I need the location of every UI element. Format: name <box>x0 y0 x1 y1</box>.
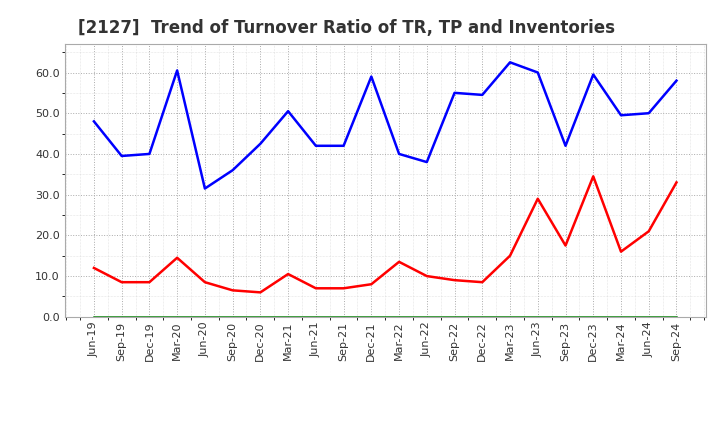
Trade Payables <box>672 78 681 83</box>
Trade Receivables <box>616 249 625 254</box>
Trade Receivables <box>173 255 181 260</box>
Trade Receivables <box>644 229 653 234</box>
Trade Receivables <box>395 259 403 264</box>
Trade Payables <box>201 186 210 191</box>
Inventories <box>312 314 320 319</box>
Inventories <box>505 314 514 319</box>
Trade Receivables <box>561 243 570 248</box>
Inventories <box>339 314 348 319</box>
Trade Payables <box>173 68 181 73</box>
Inventories <box>89 314 98 319</box>
Legend: Trade Receivables, Trade Payables, Inventories: Trade Receivables, Trade Payables, Inven… <box>155 438 616 440</box>
Trade Payables <box>534 70 542 75</box>
Trade Receivables <box>423 273 431 279</box>
Trade Receivables <box>256 290 265 295</box>
Trade Payables <box>423 159 431 165</box>
Trade Payables <box>145 151 154 157</box>
Inventories <box>561 314 570 319</box>
Trade Payables <box>505 60 514 65</box>
Trade Receivables <box>505 253 514 258</box>
Trade Receivables <box>228 288 237 293</box>
Trade Payables <box>117 153 126 158</box>
Inventories <box>145 314 154 319</box>
Trade Payables <box>450 90 459 95</box>
Trade Payables <box>616 113 625 118</box>
Inventories <box>367 314 376 319</box>
Trade Payables <box>561 143 570 148</box>
Trade Receivables <box>534 196 542 202</box>
Inventories <box>616 314 625 319</box>
Trade Receivables <box>339 286 348 291</box>
Inventories <box>478 314 487 319</box>
Inventories <box>423 314 431 319</box>
Trade Receivables <box>312 286 320 291</box>
Trade Receivables <box>589 174 598 179</box>
Trade Payables <box>478 92 487 98</box>
Trade Payables <box>89 119 98 124</box>
Inventories <box>672 314 681 319</box>
Trade Receivables <box>89 265 98 271</box>
Trade Receivables <box>145 279 154 285</box>
Trade Receivables <box>478 279 487 285</box>
Trade Payables <box>228 168 237 173</box>
Inventories <box>228 314 237 319</box>
Trade Payables <box>589 72 598 77</box>
Inventories <box>117 314 126 319</box>
Trade Payables <box>367 74 376 79</box>
Inventories <box>644 314 653 319</box>
Inventories <box>589 314 598 319</box>
Trade Payables <box>256 141 265 147</box>
Inventories <box>534 314 542 319</box>
Trade Receivables <box>117 279 126 285</box>
Inventories <box>201 314 210 319</box>
Trade Receivables <box>367 282 376 287</box>
Inventories <box>173 314 181 319</box>
Line: Trade Payables: Trade Payables <box>94 62 677 189</box>
Trade Receivables <box>284 271 292 277</box>
Trade Payables <box>644 110 653 116</box>
Inventories <box>284 314 292 319</box>
Inventories <box>450 314 459 319</box>
Trade Payables <box>312 143 320 148</box>
Trade Payables <box>284 109 292 114</box>
Trade Payables <box>395 151 403 157</box>
Trade Payables <box>339 143 348 148</box>
Line: Trade Receivables: Trade Receivables <box>94 176 677 292</box>
Trade Receivables <box>450 278 459 283</box>
Inventories <box>395 314 403 319</box>
Trade Receivables <box>201 279 210 285</box>
Trade Receivables <box>672 180 681 185</box>
Inventories <box>256 314 265 319</box>
Text: [2127]  Trend of Turnover Ratio of TR, TP and Inventories: [2127] Trend of Turnover Ratio of TR, TP… <box>78 19 615 37</box>
